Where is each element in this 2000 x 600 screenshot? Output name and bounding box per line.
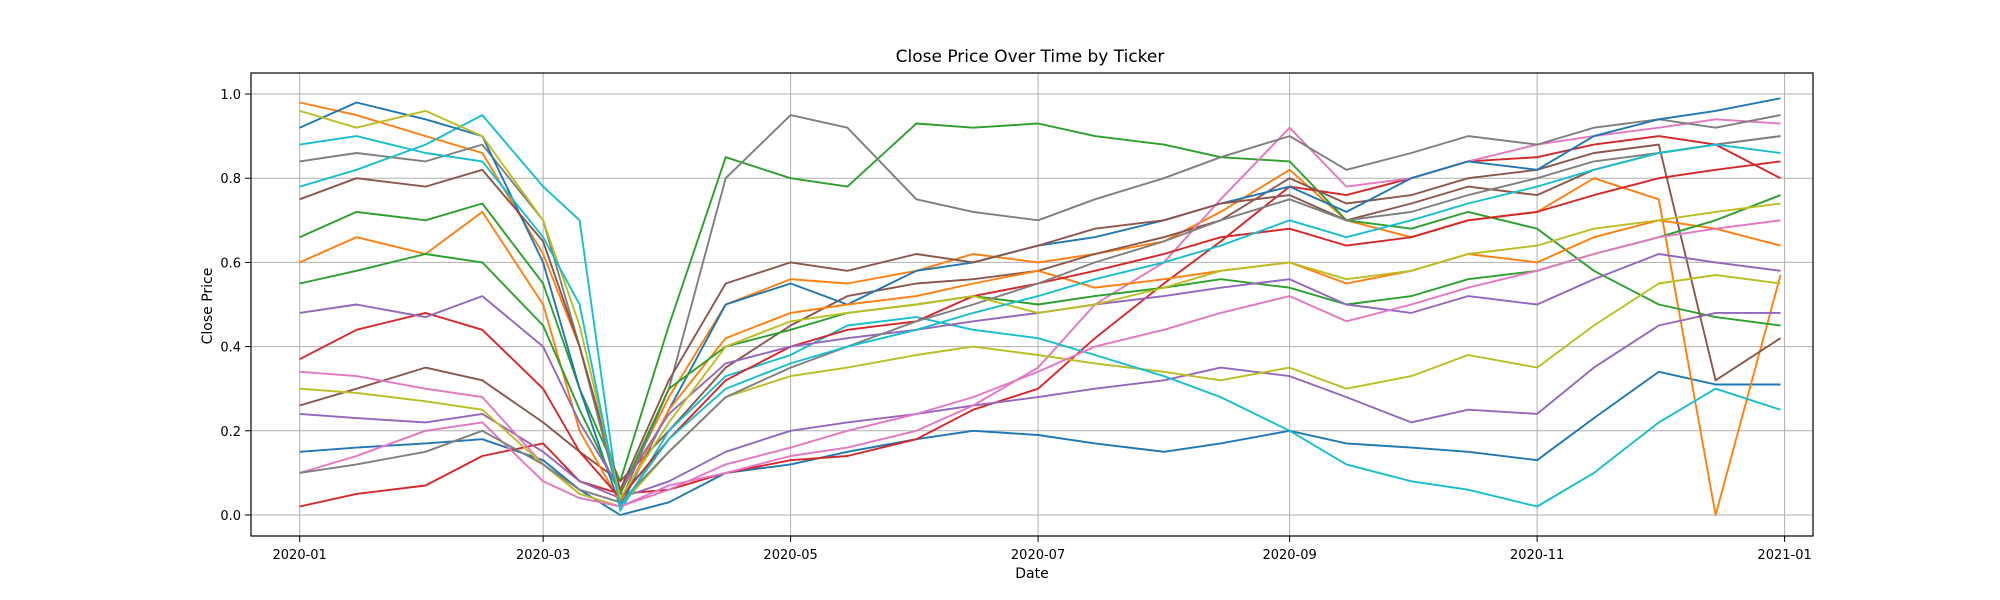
x-axis: 2020-01 2020-03 2020-05 2020-07 2020-09 2020-… [273,536,1812,563]
x-axis-label: Date [1015,566,1048,582]
series-line-18 [299,135,1781,504]
y-axis: 0.0 0.2 0.4 0.6 0.8 1.0 [220,88,251,524]
x-tick-label: 2020-05 [763,548,817,563]
x-tick-label: 2020-09 [1262,548,1316,563]
chart-title: Close Price Over Time by Ticker [896,47,1165,67]
series-line-5 [299,311,1781,500]
series-line-9 [299,274,1781,508]
series-lines [299,97,1782,516]
x-tick-label: 2020-11 [1510,548,1564,563]
series-line-15 [299,253,1781,491]
y-tick-label: 0.4 [220,341,241,356]
x-tick-label: 2020-01 [273,548,327,563]
y-tick-label: 0.0 [220,509,241,524]
series-line-6 [299,143,1782,483]
y-tick-label: 1.0 [220,88,241,103]
x-tick-label: 2021-01 [1757,548,1811,563]
y-tick-label: 0.2 [220,425,241,440]
series-line-17 [299,219,1781,508]
series-line-12 [299,210,1781,504]
x-tick-label: 2020-03 [516,548,570,563]
series-line-3 [299,122,1781,483]
x-tick-label: 2020-07 [1011,548,1065,563]
series-line-20 [299,135,1781,508]
plot-frame [250,72,1814,537]
y-tick-label: 0.8 [220,172,241,187]
series-line-16 [299,135,1781,491]
series-line-8 [299,114,1781,504]
series-line-4 [299,135,1781,508]
y-axis-label: Close Price [200,268,216,345]
series-line-13 [299,194,1781,495]
series-line-14 [299,160,1781,500]
y-tick-label: 0.6 [220,256,241,271]
series-line-10 [299,114,1781,512]
series-line-1 [299,370,1781,516]
